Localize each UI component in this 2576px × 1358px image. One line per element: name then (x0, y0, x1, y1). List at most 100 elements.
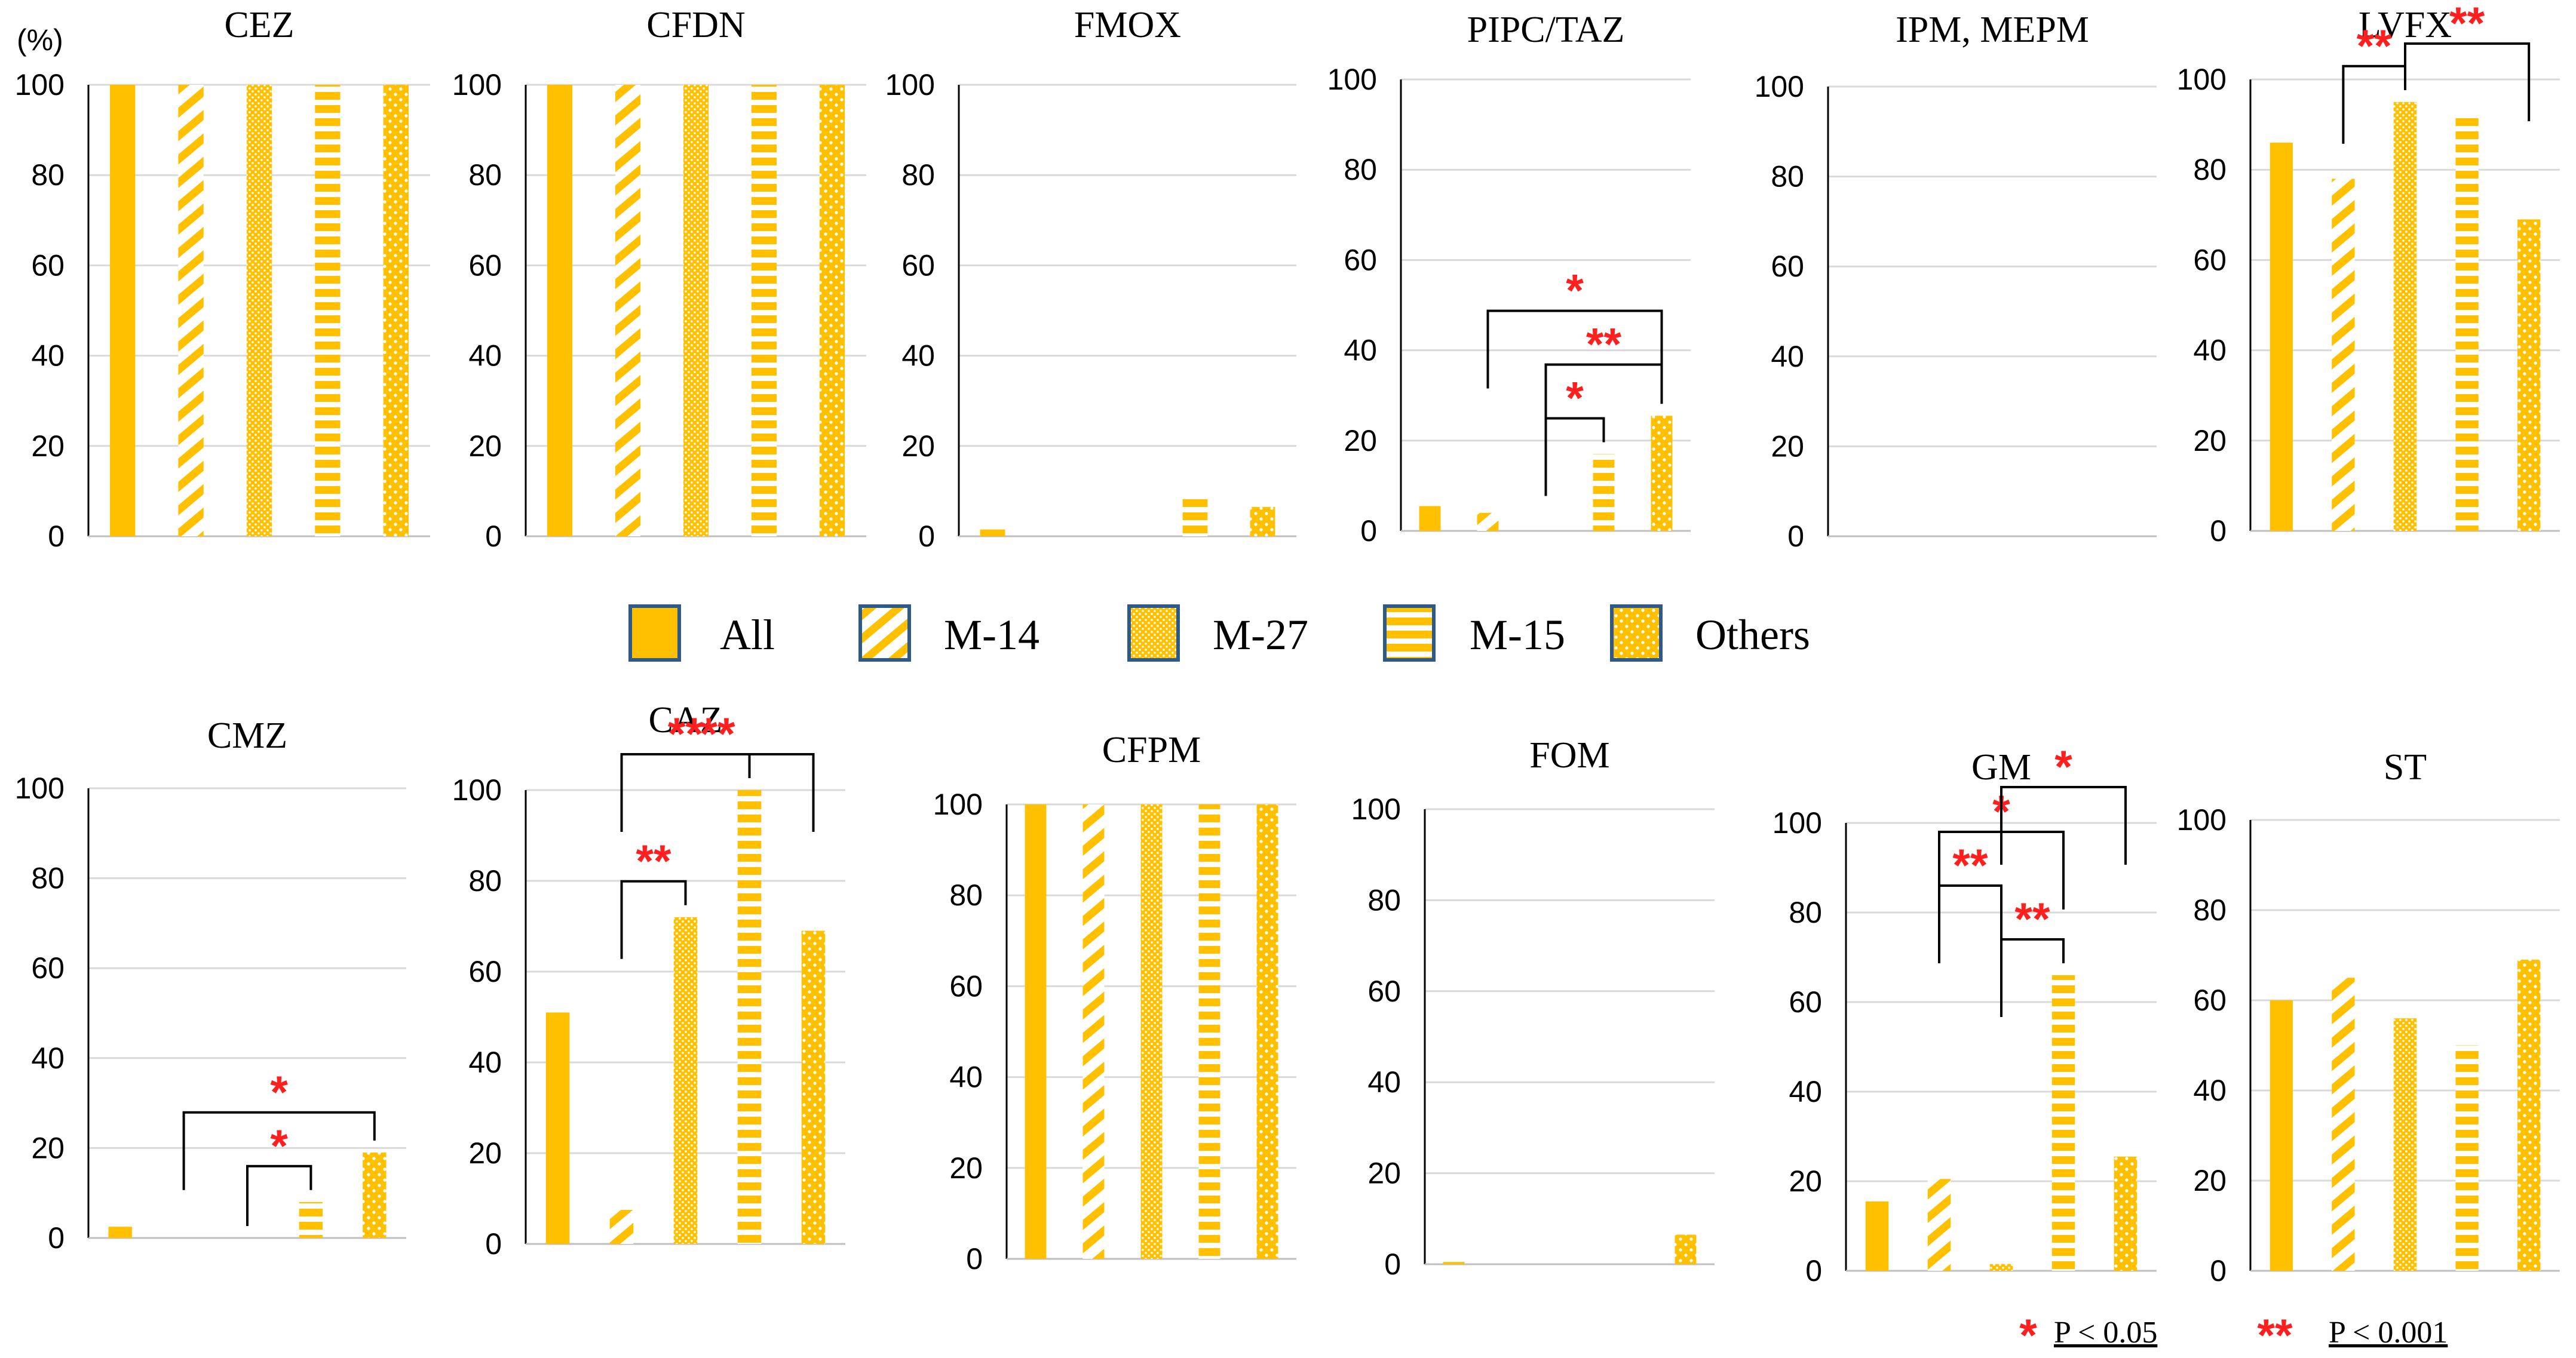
significance-bracket (246, 1165, 312, 1226)
chart-title: LVFX (2359, 5, 2452, 45)
legend-swatch-all (628, 604, 681, 662)
bar-others (1256, 804, 1278, 1259)
bar-m-27 (673, 917, 698, 1244)
bar-m-27 (246, 85, 272, 536)
y-tick-label: 100 (15, 68, 65, 102)
y-tick-label: 40 (1789, 1075, 1822, 1108)
y-tick-label: 80 (949, 878, 983, 912)
bar-m-15 (315, 85, 341, 536)
bar-m-15 (737, 790, 762, 1244)
y-tick-label: 0 (1805, 1254, 1822, 1288)
bar-others (1651, 416, 1673, 531)
chart-title: FMOX (1074, 5, 1181, 45)
bar-m-15 (1593, 454, 1615, 531)
legend-label-m15: M-15 (1470, 611, 1565, 659)
note-single-text: P < 0.05 (2054, 1316, 2157, 1350)
bar-m-27 (2393, 102, 2417, 531)
bar-others (2114, 1156, 2138, 1271)
legend-label-all: All (720, 611, 775, 659)
chart-title: GM (1971, 747, 2031, 788)
bar-others (2517, 219, 2541, 531)
bar-all (1419, 506, 1441, 531)
bar-m-14 (1477, 512, 1499, 531)
y-tick-label: 60 (1367, 975, 1401, 1008)
significance-star: ** (1952, 840, 1988, 891)
y-tick-label: 60 (468, 955, 502, 988)
y-tick-label: 100 (885, 68, 935, 102)
significance-bracket (182, 1111, 376, 1190)
y-tick-label: 100 (1351, 792, 1401, 826)
y-tick-label: 20 (2193, 1164, 2227, 1197)
bar-all (980, 529, 1005, 536)
y-tick-label: 100 (2177, 803, 2227, 837)
significance-star: ** (2014, 894, 2050, 945)
y-tick-label: 80 (901, 158, 935, 192)
bar-all (2270, 1000, 2293, 1271)
significance-star: ** (700, 709, 735, 760)
chart-title: PIPC/TAZ (1467, 10, 1625, 50)
bar-all (1025, 804, 1047, 1259)
bar-others (1675, 1234, 1697, 1264)
chart-title: CMZ (207, 715, 287, 756)
significance-bracket (620, 753, 815, 832)
chart-title: CAZ (649, 700, 723, 741)
bar-all (545, 1012, 570, 1244)
bar-all (547, 85, 573, 536)
chart-title: IPM, MEPM (1896, 10, 2089, 50)
bar-m-14 (2332, 179, 2355, 531)
significance-bracket (1486, 309, 1663, 389)
y-tick-label: 80 (1344, 153, 1377, 186)
chart-panel-3: 0 20 40 60 80 100 FMOX (885, 5, 1296, 553)
y-tick-label: 40 (1367, 1065, 1401, 1099)
significance-bracket (1938, 884, 2002, 963)
y-tick-label: 20 (1789, 1165, 1822, 1198)
y-tick-label: 80 (1771, 160, 1804, 193)
bar-all (2270, 142, 2293, 531)
significance-bracket (2000, 786, 2127, 865)
y-tick-label: 20 (1771, 429, 1804, 463)
legend-label-others: Others (1695, 611, 1810, 659)
bar-all (1443, 1262, 1465, 1264)
y-tick-label: 100 (1755, 70, 1804, 103)
bar-m-15 (2051, 975, 2075, 1271)
note-double-star: ** (2257, 1310, 2293, 1358)
y-tick-label: 40 (2193, 1074, 2227, 1107)
y-tick-label: 40 (1771, 340, 1804, 373)
y-tick-label: 40 (31, 339, 65, 373)
y-tick-label: 40 (1344, 334, 1377, 367)
y-tick-label: 60 (1789, 985, 1822, 1019)
y-tick-label: 100 (933, 788, 983, 821)
bar-m-27 (1140, 804, 1163, 1259)
bar-m-14 (1927, 1179, 1951, 1271)
y-tick-label: 80 (1367, 883, 1401, 917)
y-tick-label: 40 (31, 1041, 65, 1075)
significance-bracket (620, 880, 687, 959)
y-tick-label: 60 (901, 248, 935, 282)
note-single-star: * (2019, 1310, 2037, 1358)
bar-m-15 (1198, 804, 1220, 1259)
significance-note: * P < 0.05 ** P < 0.001 (2019, 1310, 2448, 1358)
y-tick-label: 80 (468, 864, 502, 898)
legend-label-m27: M-27 (1213, 611, 1308, 659)
y-tick-label: 100 (2177, 63, 2227, 96)
y-tick-label: 60 (1344, 243, 1377, 276)
y-tick-label: 80 (2193, 153, 2227, 186)
y-tick-label: 60 (31, 248, 65, 282)
y-tick-label: 0 (485, 1227, 502, 1261)
bar-m-15 (751, 85, 777, 536)
chart-panel-7: 0 20 40 60 80 100 CMZ ** (15, 715, 406, 1255)
y-tick-label: 60 (468, 248, 502, 282)
y-tick-label: 20 (901, 429, 935, 463)
y-tick-label: 0 (2210, 1254, 2227, 1288)
chart-panel-5: 0 20 40 60 80 100 IPM, MEPM (1755, 10, 2157, 553)
y-tick-label: 0 (2210, 514, 2227, 548)
bar-others (801, 930, 826, 1244)
bar-m-15 (2455, 1045, 2479, 1271)
legend-swatch-m15 (1383, 604, 1436, 662)
y-tick-label: 20 (2193, 424, 2227, 457)
bar-m-14 (178, 85, 204, 536)
significance-star: ** (2449, 0, 2485, 49)
